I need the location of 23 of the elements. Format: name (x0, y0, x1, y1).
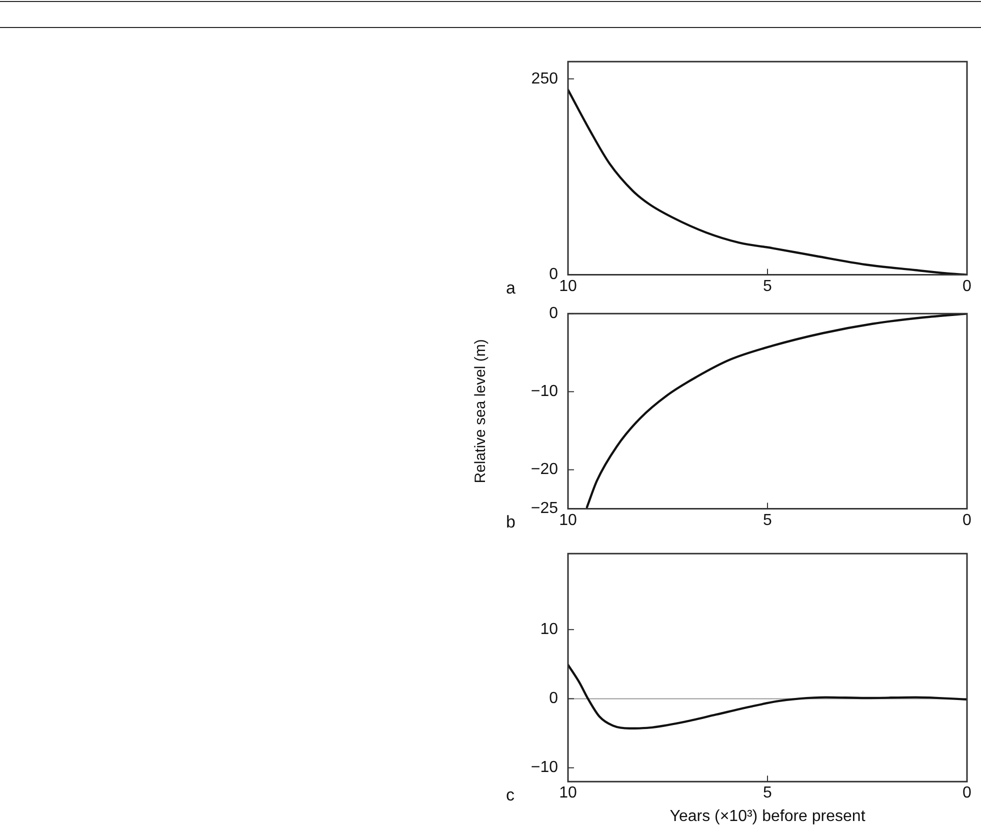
x-tick-label: 0 (962, 512, 972, 529)
x-tick-label: 0 (962, 278, 972, 295)
line-series (568, 664, 967, 730)
x-tick-label: 0 (962, 784, 972, 802)
y-axis-title: Relative sea level (m) (472, 339, 490, 484)
y-tick-label: 250 (531, 70, 558, 88)
y-tick-label: 0 (549, 690, 558, 708)
line-series (568, 88, 967, 275)
y-tick-label: −20 (530, 461, 558, 478)
x-tick-label: 5 (763, 512, 772, 529)
y-tick-label: 10 (540, 621, 558, 638)
y-tick-label: −25 (530, 500, 558, 518)
y-tick-label: −10 (530, 383, 558, 400)
y-tick-label: −10 (530, 759, 558, 776)
x-tick-label: 5 (763, 278, 772, 295)
text: a (506, 278, 516, 298)
x-tick-label: 5 (763, 784, 772, 802)
text: c (506, 785, 515, 804)
text: b (506, 512, 516, 532)
x-axis-title: Years (×10³) before present (670, 808, 866, 825)
y-tick-label: 0 (549, 305, 558, 322)
line-series (586, 314, 967, 508)
y-tick-label: 0 (549, 266, 558, 284)
